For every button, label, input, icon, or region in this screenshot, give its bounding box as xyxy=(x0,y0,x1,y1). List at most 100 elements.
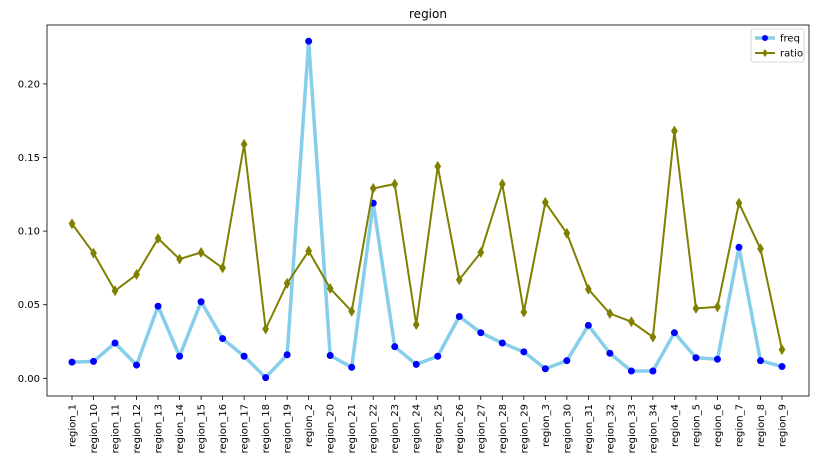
data-point-freq xyxy=(391,343,399,351)
data-point-freq xyxy=(735,243,743,251)
data-point-ratio xyxy=(477,247,485,258)
data-point-freq xyxy=(455,313,463,320)
data-point-freq xyxy=(606,349,614,357)
x-tick-label: region_27 xyxy=(476,404,487,453)
x-tick-label: region_22 xyxy=(369,404,380,453)
x-tick-label: region_29 xyxy=(519,404,530,453)
data-point-ratio xyxy=(671,125,678,137)
data-point-freq xyxy=(670,329,678,337)
data-point-freq xyxy=(412,360,420,368)
legend-entry-ratio: ratio xyxy=(755,49,803,60)
data-point-freq xyxy=(477,329,485,337)
data-point-ratio xyxy=(348,305,356,317)
data-point-ratio xyxy=(133,269,140,280)
data-point-ratio xyxy=(628,316,635,328)
data-point-ratio xyxy=(757,243,764,255)
x-tick-label: region_32 xyxy=(605,404,616,453)
data-point-ratio xyxy=(154,233,162,244)
x-tick-label: region_4 xyxy=(670,404,681,447)
data-point-freq xyxy=(262,374,270,382)
x-tick-label: region_10 xyxy=(89,404,100,453)
data-point-ratio xyxy=(520,306,528,318)
x-tick-label: region_15 xyxy=(197,404,208,453)
series-ratio xyxy=(68,125,786,356)
x-tick-label: region_2 xyxy=(304,404,315,447)
data-point-freq xyxy=(778,363,786,371)
x-tick-label: region_25 xyxy=(433,404,444,453)
data-point-ratio xyxy=(541,196,549,208)
x-tick-label: region_16 xyxy=(218,404,229,453)
data-point-ratio xyxy=(584,283,592,295)
data-point-ratio xyxy=(391,178,399,190)
x-tick-label: region_14 xyxy=(175,404,186,453)
x-tick-label: region_17 xyxy=(240,404,251,453)
data-point-ratio xyxy=(649,331,657,343)
plot-area xyxy=(46,24,810,397)
data-point-freq xyxy=(520,348,528,356)
data-point-freq xyxy=(305,37,313,45)
x-tick-label: region_31 xyxy=(584,404,595,453)
data-point-freq xyxy=(692,354,700,362)
x-tick-label: region_12 xyxy=(132,404,143,453)
data-point-freq xyxy=(563,357,571,365)
data-point-ratio xyxy=(305,245,313,257)
data-point-ratio xyxy=(606,308,614,320)
data-point-freq xyxy=(348,363,356,371)
x-tick-label: region_26 xyxy=(455,404,466,453)
legend-label: freq xyxy=(780,34,800,45)
data-point-ratio xyxy=(735,197,743,209)
legend-label: ratio xyxy=(780,49,803,60)
data-point-ratio xyxy=(68,218,76,230)
data-point-ratio xyxy=(176,253,183,265)
data-point-freq xyxy=(756,357,764,365)
data-point-ratio xyxy=(498,178,506,190)
x-tick-label: region_30 xyxy=(562,404,573,453)
data-point-freq xyxy=(219,335,227,343)
data-point-ratio xyxy=(111,285,119,297)
x-tick-label: region_3 xyxy=(541,404,552,447)
legend-marker xyxy=(762,35,768,41)
y-tick-label: 0.15 xyxy=(18,153,40,164)
data-point-ratio xyxy=(197,247,205,258)
x-tick-label: region_11 xyxy=(111,404,122,453)
y-tick-label: 0.05 xyxy=(18,300,40,311)
data-point-ratio xyxy=(434,160,442,172)
y-axis: 0.00 0.05 0.10 0.15 0.20 xyxy=(18,79,47,385)
series-layer xyxy=(68,37,786,382)
data-point-ratio xyxy=(455,274,463,286)
data-point-freq xyxy=(197,298,205,306)
data-point-freq xyxy=(133,361,141,369)
data-point-ratio xyxy=(778,344,786,356)
data-point-ratio xyxy=(283,277,291,289)
x-tick-label: region_18 xyxy=(261,404,272,453)
data-point-freq xyxy=(240,352,248,360)
data-point-ratio xyxy=(369,182,377,194)
x-tick-label: region_19 xyxy=(283,404,294,453)
data-point-freq xyxy=(713,355,721,363)
x-tick-label: region_21 xyxy=(347,404,358,453)
data-point-ratio xyxy=(714,301,721,313)
data-point-ratio xyxy=(240,138,248,150)
data-point-freq xyxy=(283,351,291,359)
data-point-freq xyxy=(68,358,76,366)
data-point-freq xyxy=(154,302,162,310)
data-point-freq xyxy=(176,352,184,360)
x-tick-label: region_24 xyxy=(412,404,423,453)
x-axis: region_1 region_10 region_11 region_12 regio… xyxy=(68,396,789,453)
data-point-freq xyxy=(434,352,442,360)
legend-marker xyxy=(762,49,768,57)
x-tick-label: region_9 xyxy=(778,404,789,447)
data-point-ratio xyxy=(262,323,270,335)
data-point-freq xyxy=(498,339,506,347)
x-tick-label: region_28 xyxy=(498,404,509,453)
data-point-freq xyxy=(111,339,119,347)
data-point-ratio xyxy=(692,302,700,314)
data-point-ratio xyxy=(412,319,420,331)
y-tick-label: 0.20 xyxy=(18,79,40,90)
data-point-freq xyxy=(326,352,334,360)
x-tick-label: region_23 xyxy=(390,404,401,453)
x-tick-label: region_8 xyxy=(756,404,767,447)
data-point-ratio xyxy=(326,283,334,294)
data-point-freq xyxy=(541,365,549,373)
